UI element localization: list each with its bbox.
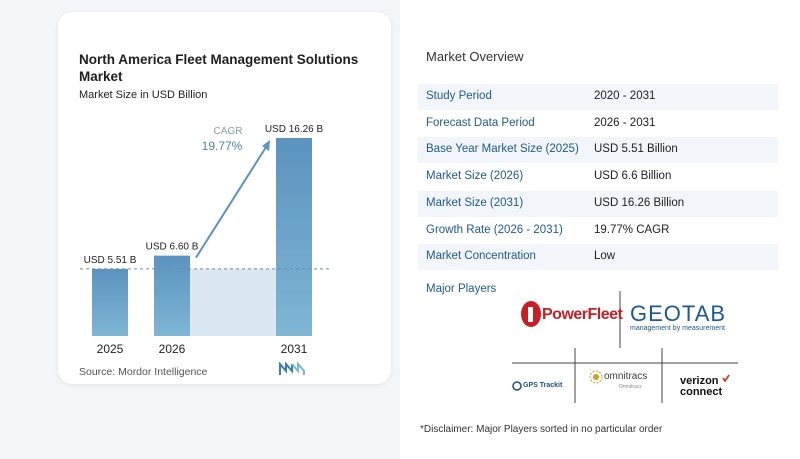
mordor-logo-icon	[279, 362, 305, 375]
overview-row-label: Growth Rate (2026 - 2031)	[426, 223, 563, 236]
market-overview-panel	[400, 0, 800, 459]
verizon-connect-logo: verizon connect	[680, 374, 730, 398]
source-note: Source: Mordor Intelligence	[79, 366, 208, 378]
data-label: USD 5.51 B	[84, 255, 137, 266]
powerfleet-icon	[521, 301, 541, 327]
overview-row-label: Study Period	[426, 90, 492, 102]
overview-row-label: Market Concentration	[426, 250, 536, 263]
overview-row-value: Low	[594, 250, 616, 263]
overview-row-value: USD 6.6 Billion	[594, 170, 672, 183]
overview-title: Market Overview	[426, 49, 524, 64]
overview-row: Study Period 2020 - 2031	[418, 84, 778, 110]
cagr-value: 19.77%	[202, 139, 243, 153]
verizon-wordmark: verizon	[680, 375, 719, 387]
geotab-wordmark: GEOTAB	[630, 301, 727, 326]
overview-row-value: 2026 - 2031	[594, 116, 656, 129]
overview-row-label: Market Size (2026)	[426, 170, 524, 183]
overview-row-label: Base Year Market Size (2025)	[426, 143, 579, 156]
cagr-arrow	[195, 143, 269, 259]
category-label: 2025	[97, 342, 124, 356]
overview-row: Market Size (2026) USD 6.6 Billion	[418, 164, 778, 190]
gps-trackit-wordmark: GPS Trackit	[523, 382, 563, 389]
omnitracs-icon	[589, 370, 603, 384]
overview-row-value: 19.77% CAGR	[594, 223, 670, 236]
bar	[154, 255, 190, 336]
players-grid-lines	[512, 291, 738, 403]
geotab-logo: GEOTAB management by measurement	[630, 301, 726, 332]
omnitracs-tagline: Omnitracs	[619, 384, 642, 390]
overview-row-value: 2020 - 2031	[594, 90, 656, 102]
omnitracs-wordmark: omnitracs	[604, 371, 648, 382]
overview-row: Base Year Market Size (2025) USD 5.51 Bil…	[418, 137, 778, 164]
verizon-check-icon	[722, 374, 730, 382]
reference-band	[190, 268, 276, 336]
overview-row: Growth Rate (2026 - 2031) 19.77% CAGR	[418, 218, 778, 244]
major-players-title: Major Players	[426, 283, 497, 295]
gps-trackit-icon	[512, 381, 522, 391]
data-label: USD 6.60 B	[146, 242, 199, 253]
cagr-arrow-head	[262, 140, 270, 151]
bar-chart: USD 5.51 B USD 6.60 B USD 16.26 B 2025 2026 2…	[80, 124, 330, 356]
overview-row: Market Concentration Low	[418, 244, 778, 271]
powerfleet-wordmark: PowerFleet	[542, 306, 623, 323]
chart-title: North America Fleet Management Solutions…	[79, 52, 359, 84]
category-label: 2026	[159, 342, 186, 356]
overview-row-label: Market Size (2031)	[426, 196, 524, 209]
disclaimer-note: *Disclaimer: Major Players sorted in no …	[420, 424, 663, 435]
overview-row-value: USD 16.26 Billion	[594, 196, 685, 209]
overview-row-value: USD 5.51 Billion	[594, 143, 678, 156]
overview-row: Forecast Data Period 2026 - 2031	[418, 111, 778, 137]
bar	[276, 138, 312, 336]
data-label: USD 16.26 B	[265, 124, 324, 135]
overview-row: Market Size (2031) USD 16.26 Billion	[418, 190, 778, 217]
cagr-label: CAGR	[214, 126, 243, 137]
category-label: 2031	[281, 342, 308, 356]
bar	[92, 268, 128, 336]
chart-subtitle: Market Size in USD Billion	[79, 89, 208, 101]
connect-wordmark: connect	[680, 386, 723, 398]
overview-row-label: Forecast Data Period	[426, 116, 535, 129]
geotab-tagline: management by measurement	[630, 325, 725, 332]
